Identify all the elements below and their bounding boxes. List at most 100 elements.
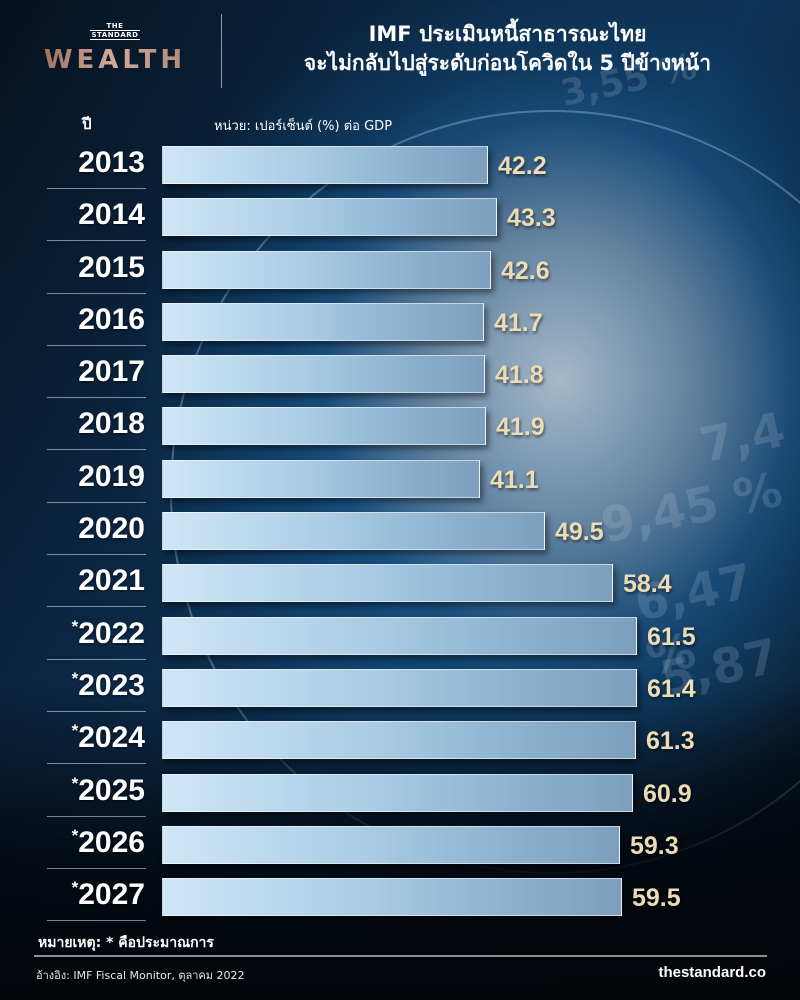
forecast-asterisk: * <box>71 825 79 845</box>
brand-logo: THE STANDARD WEALTH <box>40 22 190 75</box>
year-label: 2021 <box>48 562 145 600</box>
year-text: 2024 <box>78 721 145 755</box>
year-label: 2017 <box>48 353 145 391</box>
year-text: 2013 <box>78 146 145 179</box>
source-citation: อ้างอิง: IMF Fiscal Monitor, ตุลาคม 2022 <box>36 969 245 982</box>
year-label: *2026 <box>48 824 145 862</box>
bar-row: *2026 59.3 <box>0 824 800 878</box>
year-label: 2013 <box>48 144 145 182</box>
footer-divider <box>34 955 767 957</box>
value-label: 42.6 <box>501 256 550 285</box>
year-text: 2021 <box>78 564 145 598</box>
value-label: 42.2 <box>498 152 547 180</box>
year-underline <box>47 188 146 189</box>
year-text: 2025 <box>78 773 145 807</box>
year-underline <box>47 658 146 660</box>
bar-row: 2021 58.4 <box>0 564 800 616</box>
bar-row: *2027 59.5 <box>0 878 800 930</box>
year-underline <box>47 501 146 503</box>
year-underline <box>47 763 146 765</box>
value-label: 61.3 <box>646 727 695 756</box>
year-text: 2016 <box>78 302 145 336</box>
year-label: *2027 <box>48 876 145 914</box>
value-label: 61.5 <box>647 622 696 651</box>
value-label: 58.4 <box>623 570 672 599</box>
value-label: 59.5 <box>632 884 681 913</box>
value-label: 59.3 <box>630 831 679 860</box>
bar-row: 2015 42.6 <box>0 249 800 303</box>
year-text: 2023 <box>78 668 145 702</box>
year-label: *2024 <box>48 719 145 757</box>
year-label: *2022 <box>48 615 145 653</box>
year-underline <box>47 710 146 712</box>
unit-label: หน่วย: เปอร์เซ็นต์ (%) ต่อ GDP <box>214 119 393 134</box>
chart-title: IMF ประเมินหนี้สาธารณะไทย จะไม่กลับไปสู่… <box>235 20 780 78</box>
year-underline <box>47 920 146 922</box>
year-text: 2019 <box>78 459 145 493</box>
year-underline <box>47 397 146 399</box>
data-bar <box>162 564 613 603</box>
year-label: *2025 <box>48 772 145 810</box>
bar-row: *2022 61.5 <box>0 615 800 669</box>
bar-row: 2018 41.9 <box>0 407 800 459</box>
year-underline <box>47 344 146 346</box>
data-bar <box>162 512 545 551</box>
value-label: 61.4 <box>647 674 696 703</box>
year-text: 2020 <box>78 512 145 546</box>
year-text: 2017 <box>78 355 145 389</box>
data-bar <box>162 355 485 394</box>
logo-the-standard: THE STANDARD <box>89 22 141 40</box>
year-label: *2023 <box>48 667 145 705</box>
value-label: 41.7 <box>494 308 543 337</box>
data-bar <box>162 250 491 289</box>
data-bar <box>162 146 488 184</box>
bar-row: 2017 41.8 <box>0 355 800 407</box>
bar-row: *2023 61.4 <box>0 667 800 721</box>
year-text: 2027 <box>78 878 145 912</box>
year-text: 2015 <box>78 250 145 284</box>
logo-line-standard: STANDARD <box>89 30 141 40</box>
year-label: 2020 <box>48 510 145 548</box>
logo-line-the: THE <box>106 22 124 30</box>
year-label: 2015 <box>48 249 145 287</box>
bar-row: 2020 49.5 <box>0 512 800 564</box>
year-text: 2014 <box>78 198 145 232</box>
year-underline <box>47 449 146 451</box>
header: THE STANDARD WEALTH IMF ประเมินหนี้สาธาร… <box>0 0 800 110</box>
data-bar <box>162 616 637 655</box>
data-bar <box>162 302 484 341</box>
title-line-2: จะไม่กลับไปสู่ระดับก่อนโควิดใน 5 ปีข้างห… <box>303 51 712 75</box>
year-underline <box>47 292 146 294</box>
year-underline <box>47 815 146 817</box>
data-bar <box>162 878 622 917</box>
year-label: 2016 <box>48 301 145 339</box>
year-label: 2019 <box>48 458 145 496</box>
year-underline <box>47 606 146 608</box>
bar-row: 2016 41.7 <box>0 301 800 355</box>
forecast-asterisk: * <box>71 721 79 741</box>
forecast-asterisk: * <box>71 668 79 688</box>
data-bar <box>162 198 497 237</box>
footnote: หมายเหตุ: * คือประมาณการ <box>38 935 214 951</box>
bar-row: *2025 60.9 <box>0 772 800 826</box>
value-label: 41.9 <box>496 413 545 442</box>
forecast-asterisk: * <box>71 616 79 636</box>
value-label: 41.1 <box>490 465 539 494</box>
data-bar <box>162 459 480 498</box>
bar-chart: 2013 42.2 2014 43.3 2015 42.6 2016 41.7 2017 41.8… <box>0 146 800 930</box>
year-underline <box>47 867 146 869</box>
bar-row: 2013 42.2 <box>0 146 800 198</box>
data-bar <box>162 825 620 864</box>
year-label: 2018 <box>48 405 145 443</box>
title-line-1: IMF ประเมินหนี้สาธารณะไทย <box>368 22 647 46</box>
year-column-header: ปี <box>82 115 92 133</box>
bar-row: 2019 41.1 <box>0 458 800 512</box>
year-underline <box>47 554 146 556</box>
value-label: 41.8 <box>495 361 544 390</box>
header-divider <box>221 14 222 88</box>
value-label: 60.9 <box>643 779 692 808</box>
year-text: 2018 <box>78 407 145 441</box>
value-label: 49.5 <box>555 518 604 547</box>
logo-wealth: WEALTH <box>40 45 190 75</box>
